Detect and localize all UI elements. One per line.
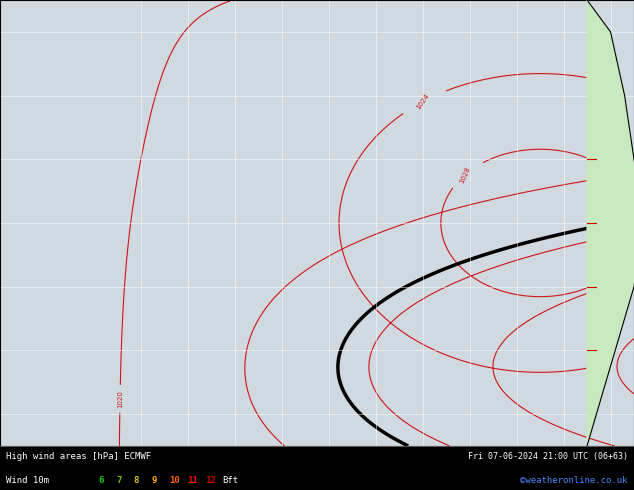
Text: 11: 11 — [187, 476, 198, 485]
Text: 1024: 1024 — [415, 93, 430, 111]
Text: Fri 07-06-2024 21:00 UTC (06+63): Fri 07-06-2024 21:00 UTC (06+63) — [468, 452, 628, 462]
Text: ©weatheronline.co.uk: ©weatheronline.co.uk — [520, 476, 628, 485]
Text: 9: 9 — [152, 476, 157, 485]
Text: Wind 10m: Wind 10m — [6, 476, 49, 485]
Text: 7: 7 — [116, 476, 121, 485]
Text: 8: 8 — [134, 476, 139, 485]
Text: 12: 12 — [205, 476, 216, 485]
Text: Bft: Bft — [223, 476, 238, 485]
Text: High wind areas [hPa] ECMWF: High wind areas [hPa] ECMWF — [6, 452, 152, 462]
Text: 10: 10 — [169, 476, 180, 485]
Text: 1020: 1020 — [117, 390, 123, 408]
Polygon shape — [587, 0, 634, 446]
Text: 6: 6 — [98, 476, 103, 485]
Text: 1028: 1028 — [458, 166, 471, 184]
